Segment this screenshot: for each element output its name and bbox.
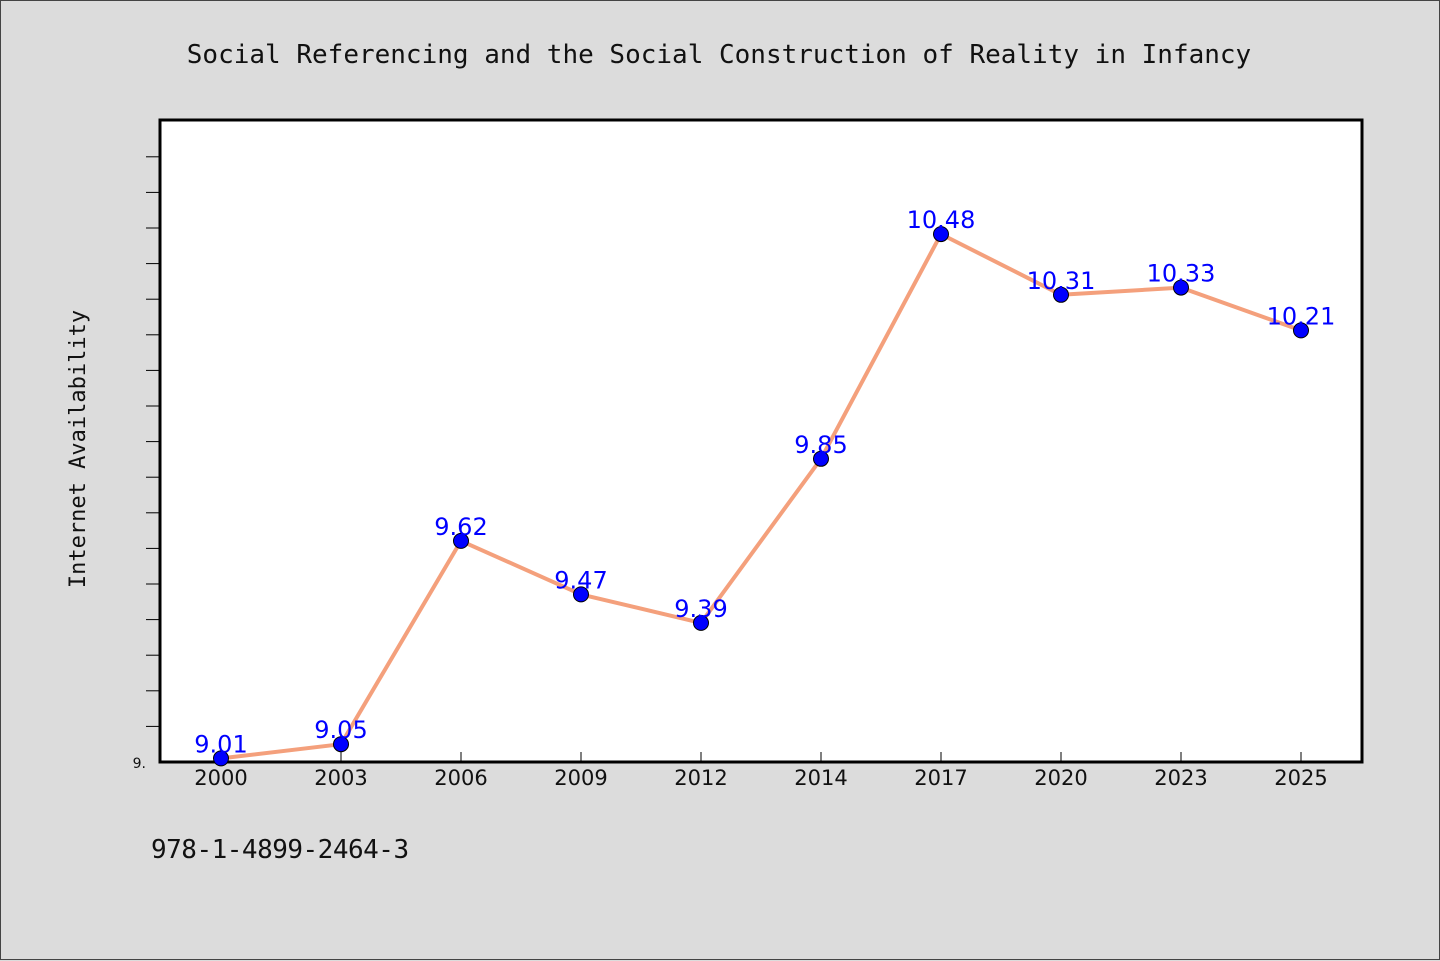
x-tick-label: 2000	[194, 766, 247, 790]
data-point	[1293, 322, 1309, 339]
y-axis-label: Internet Availability	[66, 310, 91, 588]
data-point	[933, 226, 949, 243]
footer-code: 978-1-4899-2464-3	[151, 835, 409, 865]
data-label: 9.62	[434, 513, 487, 541]
x-tick-label: 2023	[1154, 766, 1207, 790]
data-label: 9.01	[194, 730, 247, 758]
x-tick-label: 2025	[1274, 766, 1327, 790]
x-axis-ticks: 2000 2003 2006 2009 2012 2014 2017 2020 2023 2025	[194, 752, 1328, 790]
data-point	[213, 750, 229, 767]
data-label: 9.39	[674, 595, 727, 623]
series-line	[220, 232, 1302, 761]
x-tick-label: 2003	[314, 766, 367, 790]
data-label: 9.85	[794, 431, 847, 459]
x-tick-label: 2006	[434, 766, 487, 790]
y-axis-ticks: 9.	[133, 156, 160, 772]
data-point	[573, 586, 589, 603]
x-tick-label: 2020	[1034, 766, 1087, 790]
data-point	[693, 614, 709, 631]
x-tick-label: 2009	[554, 766, 607, 790]
plot-area	[158, 118, 1364, 764]
chart-title: Social Referencing and the Social Constr…	[187, 40, 1251, 70]
data-point	[1053, 286, 1069, 303]
data-label: 9.05	[314, 716, 367, 744]
data-labels: 9.01 9.05 9.62 9.47 9.39 9.85 10.48 10.31 10.33 1…	[194, 206, 1335, 758]
data-point	[333, 736, 349, 753]
x-tick-label: 2012	[674, 766, 727, 790]
data-point	[813, 450, 829, 467]
data-label: 10.21	[1267, 302, 1336, 330]
data-label: 10.33	[1147, 260, 1216, 288]
data-markers	[213, 226, 1309, 767]
x-tick-label: 2014	[794, 766, 847, 790]
x-tick-label: 2017	[914, 766, 967, 790]
data-label: 10.48	[907, 206, 976, 234]
y-tick-label: 9.	[133, 756, 146, 772]
data-point	[453, 532, 469, 549]
data-point	[1173, 279, 1189, 296]
data-label: 10.31	[1027, 267, 1096, 295]
data-label: 9.47	[554, 566, 607, 594]
